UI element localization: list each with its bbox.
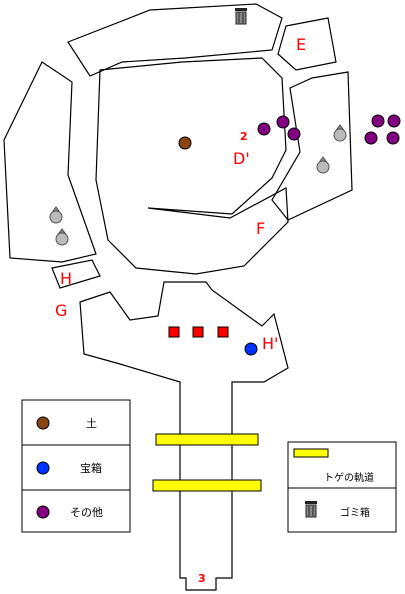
blue-circle-icon bbox=[36, 461, 50, 475]
label-two: 2 bbox=[240, 130, 248, 143]
legend-label-treasure: 宝箱 bbox=[80, 461, 102, 475]
room-e bbox=[277, 17, 337, 71]
legend-label-rail: トゲの軌道 bbox=[324, 471, 374, 484]
other-item bbox=[387, 114, 401, 128]
sack-item bbox=[55, 228, 69, 246]
legend-right: トゲの軌道 ゴミ箱 bbox=[287, 441, 397, 533]
spike-block bbox=[192, 326, 204, 338]
legend-label-trash: ゴミ箱 bbox=[340, 506, 370, 519]
trash-can-icon bbox=[235, 8, 247, 25]
other-item bbox=[371, 114, 385, 128]
sack-item bbox=[316, 156, 330, 174]
dirt-item bbox=[178, 136, 192, 150]
legend-left: 土 宝箱 その他 bbox=[21, 399, 131, 533]
other-item bbox=[386, 131, 400, 145]
other-item bbox=[364, 131, 378, 145]
other-item bbox=[276, 115, 290, 129]
spike-rail bbox=[152, 479, 262, 492]
label-f: F bbox=[256, 219, 265, 238]
spike-rail bbox=[155, 433, 259, 446]
spike-block bbox=[217, 326, 229, 338]
right-corridor bbox=[271, 71, 353, 221]
spike-block bbox=[168, 326, 180, 338]
purple-circle-icon bbox=[36, 505, 50, 519]
ledge-h bbox=[51, 259, 101, 289]
label-g: G bbox=[55, 301, 67, 320]
legend-label-dirt: 土 bbox=[86, 417, 97, 430]
label-three: 3 bbox=[198, 572, 206, 585]
legend-label-other: その他 bbox=[70, 506, 103, 519]
central-room bbox=[95, 57, 289, 275]
sack-item bbox=[49, 206, 63, 224]
left-corridor bbox=[3, 61, 97, 263]
label-e: E bbox=[296, 35, 306, 54]
trash-can-icon bbox=[305, 501, 317, 518]
label-d-prime: D' bbox=[233, 149, 250, 168]
label-h: H bbox=[60, 269, 72, 288]
label-h-prime: H' bbox=[262, 334, 278, 353]
top-corridor bbox=[67, 3, 283, 77]
sack-item bbox=[333, 124, 347, 142]
brown-circle-icon bbox=[36, 416, 50, 430]
treasure-item bbox=[244, 342, 258, 356]
other-item bbox=[287, 127, 301, 141]
other-item bbox=[257, 122, 271, 136]
yellow-rail-icon bbox=[293, 448, 329, 458]
